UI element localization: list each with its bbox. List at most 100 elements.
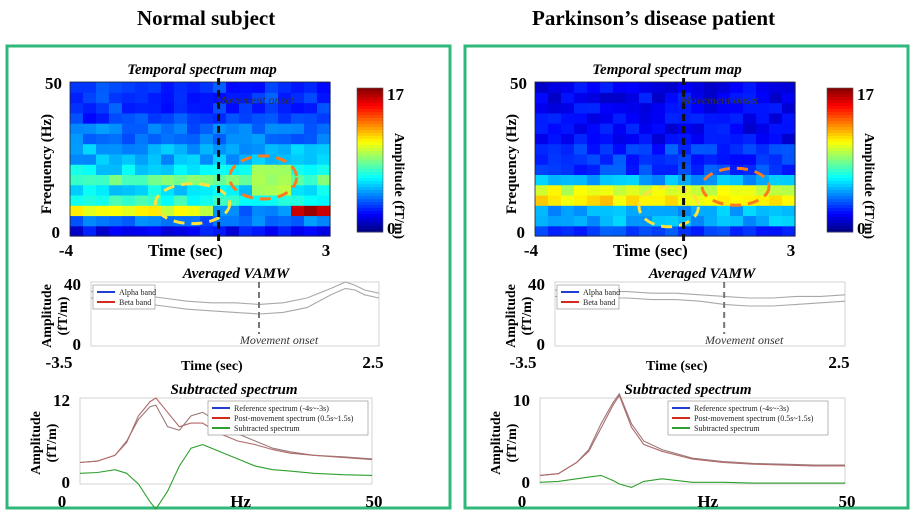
heatmap-cell: [743, 153, 757, 165]
heatmap-cell: [600, 164, 614, 175]
heatmap-cell: [174, 194, 188, 206]
colorbar-segment: [827, 118, 853, 122]
heatmap-cell: [613, 102, 627, 114]
colorbar-segment: [357, 187, 383, 191]
heatmap-cell: [561, 92, 575, 104]
heatmap-cell: [291, 153, 305, 165]
heatmap-cell: [239, 92, 253, 104]
heatmap-cell: [717, 143, 731, 155]
heatmap-cell: [561, 184, 575, 196]
heatmap-cell: [135, 92, 149, 104]
colorbar-segment: [827, 130, 853, 134]
heatmap-cell: [304, 164, 318, 175]
colorbar-segment: [357, 169, 383, 173]
heatmap-cell: [317, 174, 331, 186]
heatmap-cell: [187, 133, 201, 145]
heatmap-cell: [613, 82, 627, 93]
heatmap-cell: [730, 123, 744, 134]
heatmap-cell: [135, 174, 149, 186]
heatmap-cell: [239, 102, 253, 114]
colorbar-segment: [827, 154, 853, 158]
heatmap-cell: [161, 194, 175, 206]
colorbar-segment: [827, 115, 853, 119]
heatmap-cell: [174, 92, 188, 104]
heatmap-cell: [226, 194, 240, 206]
heatmap-cell: [96, 205, 110, 217]
heatmap-cell: [70, 123, 84, 134]
heatmap-cell: [548, 92, 562, 104]
heatmap-cell: [96, 102, 110, 114]
colorbar-segment: [827, 178, 853, 182]
heatmap-cell: [730, 174, 744, 186]
heatmap-cell: [743, 82, 757, 93]
heatmap-cell: [548, 184, 562, 196]
heatmap-cell: [574, 194, 588, 206]
heatmap-cell: [600, 112, 614, 124]
heatmap-cell: [717, 82, 731, 93]
heatmap-xtick-right-normal: 3: [322, 241, 331, 260]
heatmap-cell: [200, 112, 214, 124]
colorbar-segment: [827, 187, 853, 191]
heatmap-cell: [665, 194, 679, 206]
heatmap-cell: [639, 102, 653, 114]
colorbar-segment: [357, 166, 383, 170]
vamw-ytick-bottom-normal: 0: [73, 335, 82, 354]
heatmap-cell: [161, 143, 175, 155]
heatmap-cell: [587, 82, 601, 93]
heatmap-cell: [665, 215, 679, 227]
colorbar-segment: [827, 124, 853, 128]
spectrum-ytick-bottom-parkinson: 0: [522, 473, 531, 492]
vamw-legend-box-parkinson: [556, 284, 620, 310]
heatmap-cell: [704, 153, 718, 165]
heatmap-cell: [535, 123, 549, 134]
heatmap-cell: [200, 92, 214, 104]
heatmap-cell: [187, 184, 201, 196]
heatmap-cell: [200, 194, 214, 206]
heatmap-cell: [265, 205, 279, 217]
colorbar-segment: [357, 172, 383, 176]
vamw-title-normal: Averaged VAMW: [182, 266, 291, 282]
heatmap-cell: [704, 194, 718, 206]
heatmap-cell: [252, 174, 266, 186]
ellipse-orange-normal: [228, 154, 299, 201]
heatmap-cell: [187, 112, 201, 124]
heatmap-cell: [769, 174, 783, 186]
heatmap-cell: [626, 82, 640, 93]
vamw-legend-label-2-parkinson: Beta band: [583, 298, 615, 307]
heatmap-cell: [561, 164, 575, 175]
spectrum-xlabel-normal: Hz: [230, 492, 251, 511]
heatmap-cell: [548, 215, 562, 227]
heatmap-cell: [70, 133, 84, 145]
heatmap-cell: [769, 123, 783, 134]
heatmap-cell: [535, 215, 549, 227]
heatmap-cell: [704, 92, 718, 104]
heatmap-cell: [70, 215, 84, 227]
heatmap-cell: [291, 82, 305, 93]
heatmap-cell: [639, 153, 653, 165]
heatmap-cell: [561, 112, 575, 124]
heatmap-cell: [304, 225, 318, 237]
colorbar-segment: [827, 169, 853, 173]
heatmap-cell: [200, 174, 214, 186]
heatmap-cell: [122, 143, 136, 155]
heatmap-cell: [626, 143, 640, 155]
heatmap-cell: [161, 215, 175, 227]
heatmap-cell: [613, 174, 627, 186]
heatmap-cell: [691, 92, 705, 104]
heatmap-cell: [600, 194, 614, 206]
heatmap-cell: [561, 123, 575, 134]
heatmap-cell: [782, 112, 796, 124]
heatmap-cell: [535, 205, 549, 217]
heatmap-cell: [317, 102, 331, 114]
heatmap-cell: [743, 112, 757, 124]
heatmap-cell: [83, 123, 97, 134]
heatmap-cell: [782, 205, 796, 217]
colorbar-tick-top-normal: 17: [387, 85, 405, 104]
heatmap-cell: [782, 102, 796, 114]
heatmap-cell: [70, 102, 84, 114]
heatmap-cell: [70, 143, 84, 155]
heatmap-ytick-bottom-parkinson: 0: [517, 223, 526, 242]
heatmap-cell: [317, 82, 331, 93]
heatmap-cell: [665, 143, 679, 155]
colorbar-segment: [357, 208, 383, 212]
